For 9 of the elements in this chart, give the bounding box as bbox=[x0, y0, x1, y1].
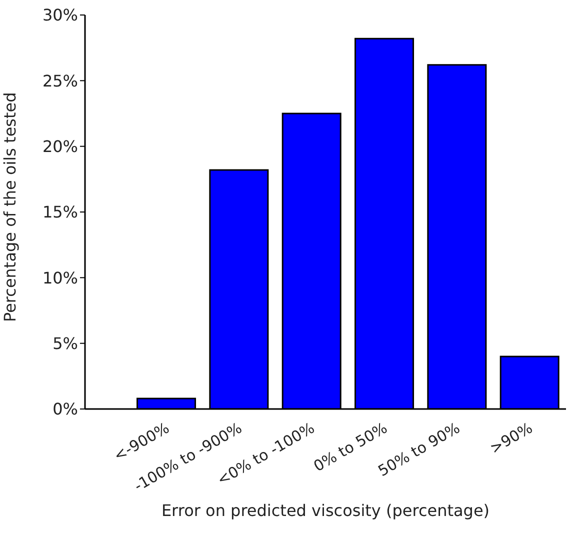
y-tick-label: 0% bbox=[52, 400, 78, 419]
x-axis-title: Error on predicted viscosity (percentage) bbox=[161, 501, 490, 520]
y-tick-label: 25% bbox=[42, 71, 78, 90]
y-tick-label: 20% bbox=[42, 137, 78, 156]
y-tick-label: 5% bbox=[52, 334, 78, 354]
y-tick-label: 15% bbox=[42, 202, 78, 222]
y-tick-label: 30% bbox=[42, 6, 78, 25]
y-tick-label: 10% bbox=[42, 268, 78, 288]
y-axis-title: Percentage of the oils tested bbox=[0, 92, 20, 322]
